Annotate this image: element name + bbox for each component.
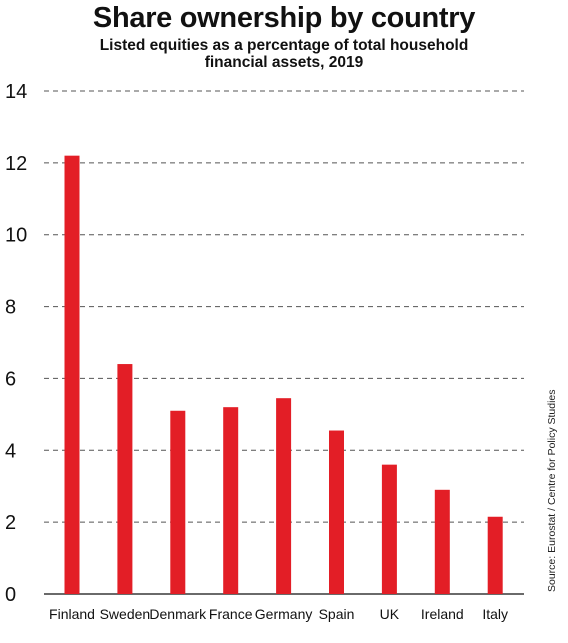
x-category-label: Italy [482,606,508,622]
y-tick-label: 12 [5,153,27,175]
y-tick-label: 14 [5,81,27,103]
bar-ireland [434,489,450,594]
y-tick-label: 8 [5,297,16,319]
x-category-label: Spain [319,606,355,622]
y-tick-label: 4 [5,440,16,462]
bar-sweden [117,364,133,594]
chart-subtitle: Listed equities as a percentage of total… [99,37,469,71]
y-tick-label: 6 [5,368,16,390]
y-tick-label: 10 [5,225,27,247]
x-axis-labels: Finland Sweden Denmark France Germany Spain UK… [49,606,508,622]
x-category-label: Germany [255,606,313,622]
x-category-label: France [209,606,253,622]
x-category-label: Ireland [421,606,464,622]
source-note: Source: Eurostat / Centre for Policy Stu… [546,389,558,592]
y-tick-label: 0 [5,584,16,606]
x-category-label: UK [380,606,400,622]
y-axis-ticks: 0 2 4 6 8 10 12 14 [5,81,27,606]
bar-denmark [170,410,186,594]
x-category-label: Sweden [100,606,151,622]
bar-italy [487,516,503,594]
bar-finland [64,155,80,594]
bar-france [223,407,239,594]
bars [64,155,503,594]
x-category-label: Denmark [149,606,207,622]
bar-germany [276,398,292,594]
chart-title: Share ownership by country [92,2,476,34]
bar-spain [329,430,344,594]
y-tick-label: 2 [5,512,16,534]
bar-uk [381,464,397,594]
x-category-label: Finland [49,606,95,622]
